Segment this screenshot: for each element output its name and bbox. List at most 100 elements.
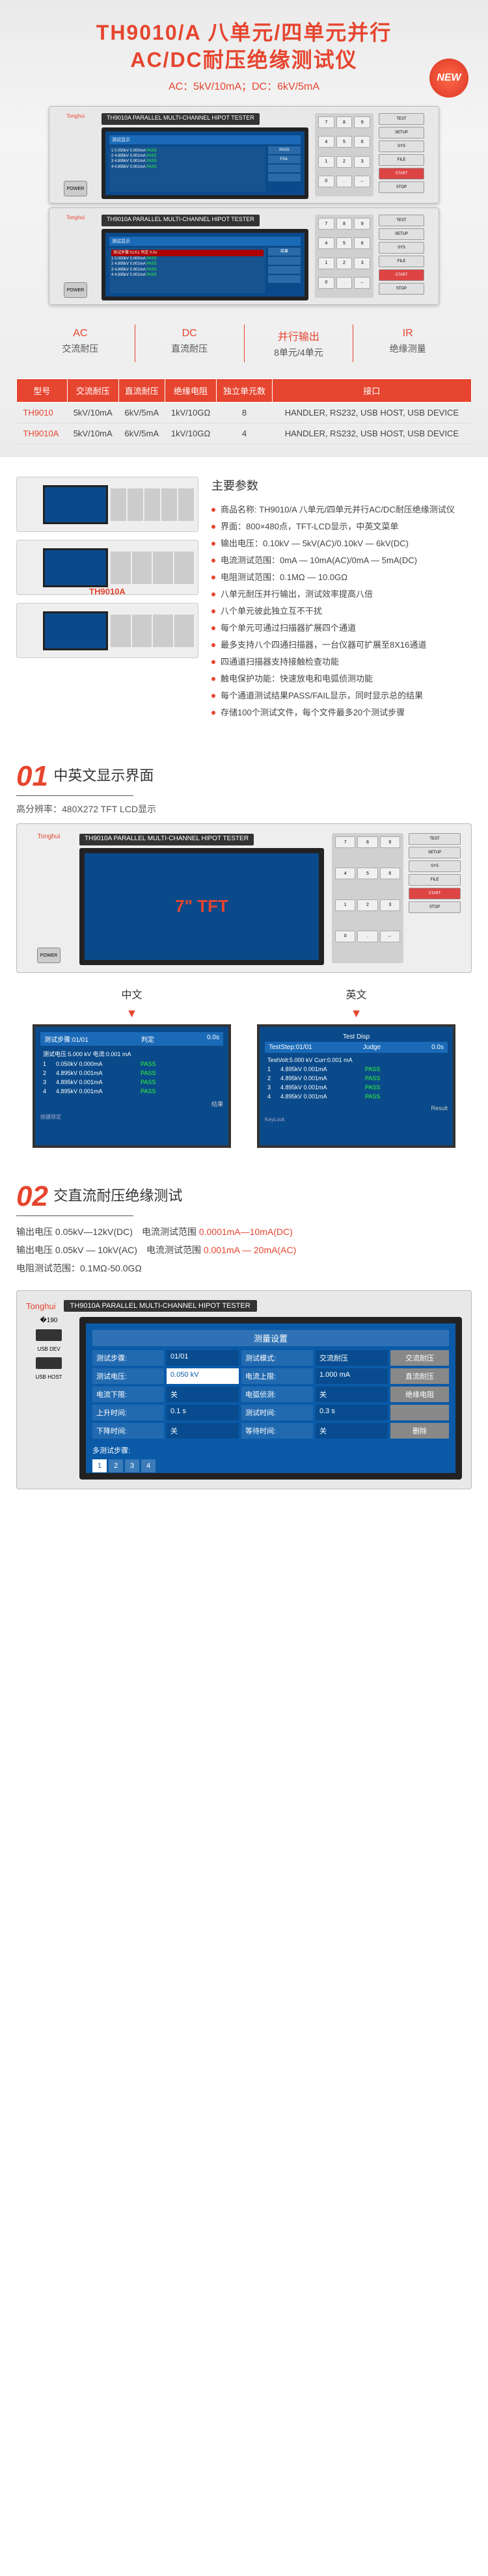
param-item: 输出电压：0.10kV — 5kV(AC)/0.10kV — 6kV(DC)	[211, 535, 472, 552]
resolution-label: 高分辨率：480X272 TFT LCD显示	[16, 803, 472, 816]
power-button: POWER	[64, 181, 87, 196]
usb-port-icon	[36, 1357, 62, 1369]
settings-cell	[390, 1405, 449, 1420]
big-screen: 7" TFT	[79, 848, 324, 965]
device-bottom-unit: Tonghui POWER TH9010A PARALLEL MULTI-CHA…	[49, 207, 439, 305]
screen-row: 34.895kV 0.001mAPASS	[265, 1083, 448, 1092]
feature-ir: IR 绝缘测量	[353, 325, 462, 362]
settings-cell: 删除	[390, 1423, 449, 1439]
brand-label-2: Tonghui	[66, 215, 85, 220]
device-screen-2: 测试显示 测试步骤:01/01 判定 0.0s 1 0.050kV 0.000m…	[102, 229, 308, 300]
settings-cell: 1.000 mA	[316, 1368, 388, 1384]
compare-cn: 中文 ▼ 测试步骤:01/01 判定 0.0s 测试电压:5.000 kV 电流…	[33, 986, 231, 1148]
param-item: 触电保护功能：快速放电和电弧侦测功能	[211, 671, 472, 687]
section-02-head: 02 交直流耐压绝缘测试	[0, 1161, 488, 1223]
device-model-label: TH9010A PARALLEL MULTI-CHANNEL HIPOT TES…	[64, 1300, 257, 1312]
mini-device-3	[16, 603, 198, 658]
screen-row: 44.895kV 0.001mAPASS	[265, 1092, 448, 1101]
section-01-title: 中英文显示界面	[53, 764, 154, 785]
power-button-2: POWER	[64, 282, 87, 298]
settings-cell: 0.3 s	[316, 1405, 388, 1420]
param-item: 每个单元可通过扫描器扩展四个通道	[211, 620, 472, 637]
device-keypad-area: 789 456 123 0.← TESTSETUPSYSFILE STARTST…	[315, 113, 432, 196]
device-model-strip-2: TH9010A PARALLEL MULTI-CHANNEL HIPOT TES…	[102, 215, 260, 226]
device-top: Tonghui POWER TH9010A PARALLEL MULTI-CHA…	[49, 106, 439, 204]
settings-cell: 电流下限:	[92, 1387, 164, 1402]
settings-cell: 交流耐压	[390, 1350, 449, 1366]
settings-cell: 等待时间:	[241, 1423, 313, 1439]
settings-screen: 测量设置 测试步骤:01/01测试模式:交流耐压交流耐压测试电压:0.050 k…	[79, 1317, 462, 1480]
screen-row: 34.895kV 0.001mAPASS	[40, 1078, 223, 1087]
hero-section: TH9010/A 八单元/四单元并行 AC/DC耐压绝缘测试仪 AC：5kV/1…	[0, 0, 488, 457]
device-brand: Tonghui	[26, 1301, 56, 1311]
device-stack: Tonghui POWER TH9010A PARALLEL MULTI-CHA…	[0, 106, 488, 305]
title-line1: TH9010/A 八单元/四单元并行	[0, 20, 488, 47]
spec-table: 型号交流耐压直流耐压绝缘电阻独立单元数接口 TH90105kV/10mA6kV/…	[16, 378, 472, 444]
res-range-line: 电阻测试范围：0.1MΩ-50.0GΩ	[16, 1259, 472, 1277]
table-header: 型号	[17, 379, 68, 403]
step-button: 1	[92, 1459, 107, 1472]
params-images: TH9010A	[16, 477, 198, 721]
param-item: 电流测试范围：0mA — 10mA(AC)/0mA — 5mA(DC)	[211, 552, 472, 569]
underline-icon	[16, 795, 133, 796]
param-item: 电阻测试范围：0.1MΩ — 10.0GΩ	[211, 569, 472, 586]
section-02-body: 输出电压 0.05kV—12kV(DC) 电流测试范围 0.0001mA—10m…	[0, 1223, 488, 1502]
subtitle: AC：5kV/10mA；DC：6kV/5mA	[0, 77, 488, 93]
screen-list: 1 0.050kV 0.000mA PASS 2 4.895kV 0.001mA…	[111, 148, 264, 170]
underline-icon	[16, 1215, 133, 1216]
numeric-keypad: 789 456 123 0.←	[315, 113, 373, 196]
section-02-title: 交直流耐压绝缘测试	[53, 1184, 182, 1205]
settings-cell: 关	[167, 1423, 239, 1439]
param-item: 四通道扫描器支持接触检查功能	[211, 654, 472, 671]
arrow-down-icon: ▼	[33, 1007, 231, 1020]
usb-port-icon	[36, 1329, 62, 1341]
params-title: 主要参数	[211, 477, 472, 494]
screen-sidebar: PASSFAIL	[268, 146, 301, 192]
feature-ac: AC 交流耐压	[26, 325, 135, 362]
section-02-num: 02	[16, 1180, 48, 1213]
settings-cell: 上升时间:	[92, 1405, 164, 1420]
section-01-head: 01 中英文显示界面	[0, 741, 488, 803]
params-list: 主要参数 商品名称: TH9010/A 八单元/四单元并行AC/DC耐压绝缘测试…	[211, 477, 472, 721]
title-block: TH9010/A 八单元/四单元并行 AC/DC耐压绝缘测试仪 AC：5kV/1…	[0, 20, 488, 93]
param-item: 商品名称: TH9010/A 八单元/四单元并行AC/DC耐压绝缘测试仪	[211, 501, 472, 518]
table-header: 交流耐压	[67, 379, 118, 403]
step-button: 4	[141, 1459, 156, 1472]
usb-panel: �190 USB DEV USB HOST	[26, 1317, 72, 1447]
device-screen: 测试显示 1 0.050kV 0.000mA PASS 2 4.895kV 0.…	[102, 127, 308, 199]
settings-cell: 下降时间:	[92, 1423, 164, 1439]
param-item: 八单元耐压并行输出，测试效率提高八倍	[211, 586, 472, 603]
brand-label: Tonghui	[66, 113, 85, 119]
param-item: 八个单元彼此独立互不干扰	[211, 603, 472, 620]
param-item: 最多支持八个四通扫描器，一台仪器可扩展至8X16通道	[211, 637, 472, 654]
function-keys: TESTSETUPSYSFILE STARTSTOP	[379, 113, 424, 196]
screen-row: 44.895kV 0.001mAPASS	[40, 1087, 223, 1096]
arrow-down-icon: ▼	[257, 1007, 455, 1020]
feature-dc: DC 直流耐压	[135, 325, 244, 362]
table-header: 接口	[272, 379, 471, 403]
param-item: 存储100个测试文件，每个文件最多20个测试步骤	[211, 704, 472, 721]
table-header: 绝缘电阻	[165, 379, 216, 403]
feature-parallel: 并行输出 8单元/4单元	[244, 325, 353, 362]
io-line: 输出电压 0.05kV — 10kV(AC) 电流测试范围 0.001mA — …	[16, 1241, 472, 1259]
new-badge: NEW	[429, 59, 468, 98]
device-left-panel-2: Tonghui POWER	[56, 215, 95, 298]
compare-row: 中文 ▼ 测试步骤:01/01 判定 0.0s 测试电压:5.000 kV 电流…	[16, 986, 472, 1148]
settings-cell: 0.1 s	[167, 1405, 239, 1420]
io-line: 输出电压 0.05kV—12kV(DC) 电流测试范围 0.0001mA—10m…	[16, 1223, 472, 1241]
step-button: 3	[125, 1459, 139, 1472]
steps-label: 多测试步骤:	[92, 1447, 130, 1455]
settings-cell: 直流耐压	[390, 1368, 449, 1384]
settings-cell: 0.050 kV	[167, 1368, 239, 1384]
en-screen: Test Disp TestStep:01/01 Judge 0.0s Test…	[257, 1024, 455, 1148]
screen-topbar: 测试显示	[109, 135, 301, 144]
feature-row: AC 交流耐压 DC 直流耐压 并行输出 8单元/4单元 IR 绝缘测量	[0, 325, 488, 362]
settings-cell: 测试模式:	[241, 1350, 313, 1366]
step-button: 2	[109, 1459, 123, 1472]
device-keypad-area-2: 789 456 123 0.← TESTSETUPSYSFILE STARTST…	[315, 215, 432, 298]
device-settings: Tonghui TH9010A PARALLEL MULTI-CHANNEL H…	[16, 1290, 472, 1489]
settings-title: 测量设置	[92, 1330, 449, 1346]
param-item: 界面：800×480点，TFT-LCD显示，中英文菜单	[211, 518, 472, 535]
table-header: 独立单元数	[217, 379, 273, 403]
device-model-strip: TH9010A PARALLEL MULTI-CHANNEL HIPOT TES…	[102, 113, 260, 125]
